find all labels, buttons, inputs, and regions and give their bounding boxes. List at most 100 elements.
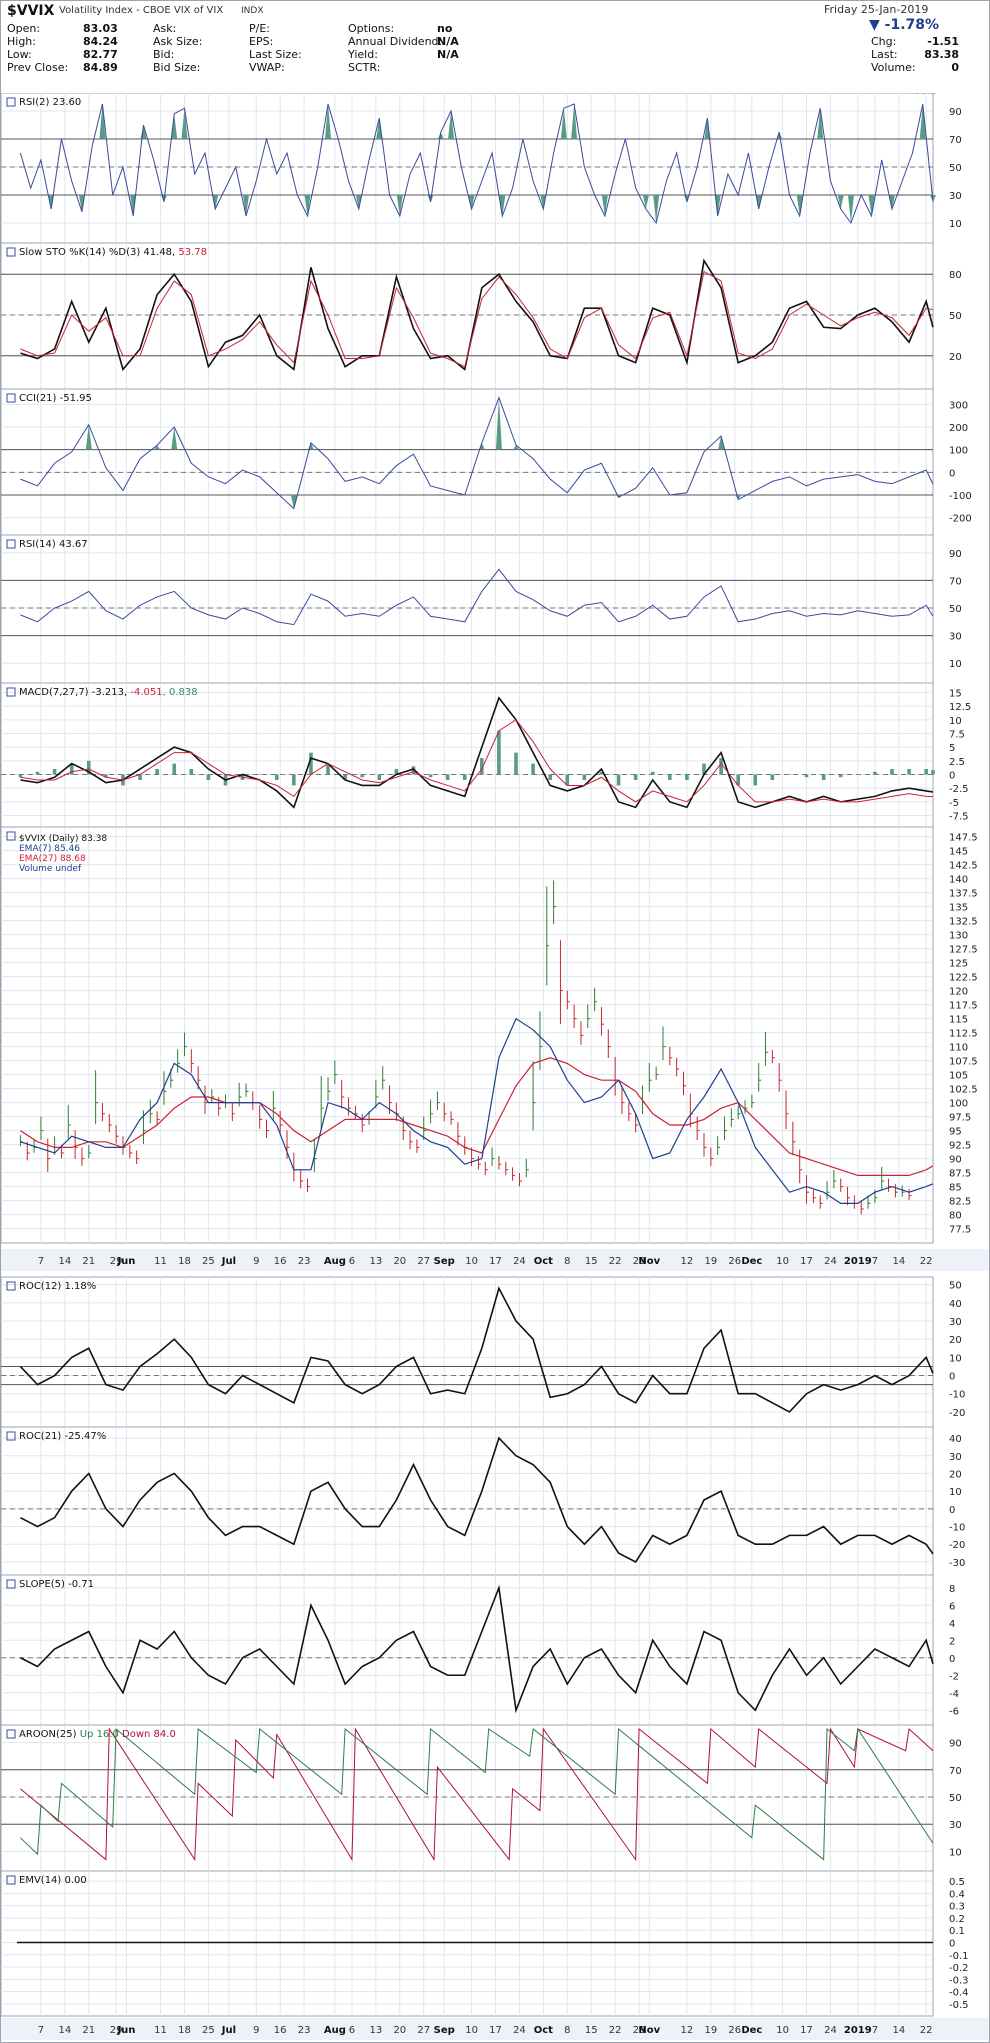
field-value: -1.51: [927, 35, 959, 48]
series-line: [20, 396, 934, 510]
legend-entry: Volume undef: [19, 864, 82, 874]
x-tick-label: 19: [704, 2025, 717, 2036]
field-label: SCTR:: [348, 61, 381, 74]
oversold-fill: [642, 195, 649, 209]
panel-marker-icon: [6, 1729, 16, 1739]
histogram-bar: [770, 774, 775, 780]
x-tick-label: 14: [892, 2025, 905, 2036]
macd-line: [20, 696, 934, 809]
panel-title: Slow STO %K(14) %D(3) 41.48, 53.78: [19, 247, 207, 258]
y-tick-label: 0: [949, 1939, 955, 1950]
quote-date: Friday 25-Jan-2019: [824, 3, 929, 16]
histogram-bar: [633, 774, 638, 780]
x-tick-label: Sep: [434, 1256, 455, 1267]
x-tick-label: Jun: [116, 2025, 135, 2036]
overbought-fill: [181, 108, 188, 139]
x-tick-label: 11: [154, 2025, 167, 2036]
y-tick-label: -5: [949, 798, 959, 809]
oversold-fill: [468, 195, 475, 209]
y-tick-label: 0: [949, 1505, 955, 1516]
y-tick-label: 10: [949, 1487, 962, 1498]
x-axis-band: [1, 1249, 989, 1271]
field-label: Options:: [348, 22, 395, 35]
histogram-bar: [292, 774, 296, 786]
y-tick-label: 7.5: [949, 729, 965, 740]
overbought-fill: [99, 104, 106, 139]
field-value: 84.24: [83, 35, 118, 48]
histogram-bar: [702, 763, 706, 775]
x-tick-label: 10: [465, 1256, 478, 1267]
histogram-bar: [35, 771, 40, 775]
oversold-fill: [243, 195, 249, 216]
histogram-bar: [804, 774, 809, 778]
histogram-bar: [616, 774, 621, 786]
field-label: VWAP:: [249, 61, 285, 74]
histogram-bar: [514, 752, 518, 775]
x-tick-label: 12: [681, 1256, 694, 1267]
legend-entry: $VVIX (Daily) 83.38: [19, 834, 107, 844]
histogram-bar: [753, 774, 758, 786]
y-tick-label: -7.5: [949, 812, 969, 823]
y-tick-label: 120: [949, 987, 968, 998]
y-tick-label: 90: [949, 1155, 962, 1166]
ema27-line: [20, 1057, 934, 1177]
x-tick-label: 26: [728, 1256, 741, 1267]
y-tick-label: 50: [949, 1793, 962, 1804]
y-tick-label: -0.4: [949, 1988, 969, 1999]
y-tick-label: -10: [949, 1523, 965, 1534]
x-tick-label: 8: [564, 1256, 570, 1267]
histogram-bar: [462, 774, 467, 780]
y-tick-label: 0.2: [949, 1914, 965, 1925]
y-tick-label: 40: [949, 1299, 962, 1310]
x-tick-label: 23: [298, 1256, 311, 1267]
overbought-fill: [560, 108, 567, 139]
field-label: Last:: [871, 48, 898, 61]
panel-title: CCI(21) -51.95: [19, 393, 92, 404]
overbought-fill: [85, 424, 92, 450]
y-tick-label: 70: [949, 1766, 962, 1777]
y-tick-label: 135: [949, 903, 968, 914]
oversold-fill: [837, 195, 844, 209]
x-tick-label: 13: [370, 2025, 383, 2036]
y-tick-label: 2.5: [949, 757, 965, 768]
y-tick-label: 10: [949, 659, 962, 670]
histogram-bar: [206, 774, 211, 780]
histogram-bar: [856, 774, 860, 776]
panel-marker-icon: [6, 393, 16, 403]
panel-marker-icon: [6, 97, 16, 107]
panel-marker-icon: [6, 539, 16, 549]
field-label: Open:: [7, 22, 41, 35]
panel-marker-icon: [6, 687, 16, 697]
panel-title: ROC(21) -25.47%: [19, 1431, 106, 1442]
y-tick-label: 130: [949, 931, 968, 942]
symbol: $VVIX: [7, 3, 55, 19]
y-tick-label: 0.5: [949, 1877, 965, 1888]
y-tick-label: 132.5: [949, 917, 978, 928]
y-tick-label: 0.3: [949, 1902, 965, 1913]
histogram-bar: [189, 769, 194, 775]
y-tick-label: 0: [949, 1654, 955, 1665]
series-line: [20, 1436, 934, 1563]
histogram-bar: [274, 774, 279, 780]
y-tick-label: 92.5: [949, 1141, 971, 1152]
change-percent: ▼ -1.78%: [869, 17, 940, 33]
y-tick-label: 0.4: [949, 1889, 965, 1900]
x-tick-label: 7: [872, 1256, 878, 1267]
x-tick-label: Aug: [324, 1256, 346, 1267]
x-tick-label: 11: [154, 1256, 167, 1267]
x-tick-label: Sep: [434, 2025, 455, 2036]
oversold-fill: [355, 195, 362, 209]
field-label: Low:: [7, 48, 32, 61]
overbought-fill: [437, 132, 444, 139]
field-value: 83.38: [924, 48, 959, 61]
x-tick-label: Jul: [221, 1256, 236, 1267]
panel-frame: [1, 242, 934, 390]
y-tick-label: 30: [949, 191, 962, 202]
field-value: N/A: [437, 35, 459, 48]
y-tick-label: 137.5: [949, 889, 978, 900]
histogram-bar: [172, 763, 177, 775]
-d-line: [20, 270, 934, 368]
y-tick-label: 200: [949, 423, 968, 434]
x-tick-label: 29: [633, 1256, 646, 1267]
field-label: Ask Size:: [153, 35, 203, 48]
